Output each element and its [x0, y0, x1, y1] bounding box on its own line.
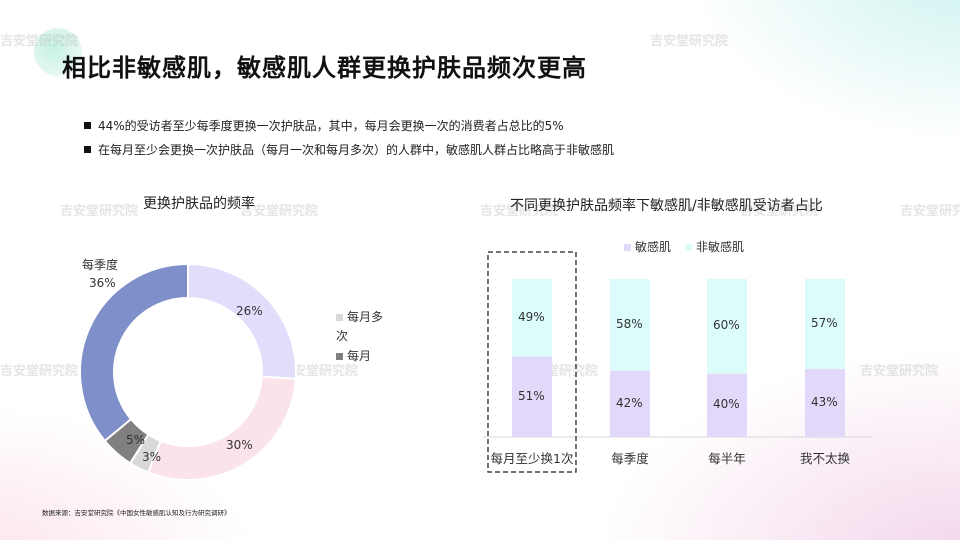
donut-slice: [79, 262, 189, 443]
bar-value-label: 40%: [713, 397, 740, 412]
donut-legend-item: 每月多次: [336, 308, 394, 346]
watermark-text: 吉安堂研究院: [860, 364, 939, 379]
bar-value-label: 51%: [518, 388, 545, 403]
legend-swatch-icon: [685, 244, 692, 251]
legend-label: 每月多次: [336, 310, 384, 343]
watermark-text: 吉安堂研究院: [480, 204, 559, 219]
donut-slice-label: 3%: [142, 450, 162, 464]
bar-legend-item: 敏感肌: [624, 238, 671, 255]
watermark-text: 吉安堂研究院: [0, 34, 79, 49]
watermark-text: 吉安堂研究院: [280, 364, 359, 379]
donut-slice-label: 5%: [126, 433, 146, 447]
bar-segment: [707, 279, 747, 374]
bar-segment: [610, 370, 650, 437]
bar-segment: [805, 369, 845, 437]
legend-label: 每月: [347, 349, 372, 363]
bullet-text: 44%的受访者至少每季度更换一次护肤品，其中，每月会更换一次的消费者占总比的5%: [98, 119, 564, 133]
watermark-text: 吉安堂研究院: [900, 204, 960, 219]
donut-category-label: 每季度: [82, 258, 119, 272]
legend-swatch-icon: [336, 353, 343, 360]
bar-segment: [805, 279, 845, 370]
page-title: 相比非敏感肌，敏感肌人群更换护肤品频次更高: [62, 54, 587, 82]
x-tick-label: 每季度: [611, 451, 649, 466]
watermark-text: 吉安堂研究院: [60, 204, 139, 219]
bar-value-label: 43%: [811, 395, 838, 410]
donut-slice-label: 36%: [89, 276, 116, 290]
x-tick-label: 每月至少换1次: [490, 451, 574, 466]
source-note: 数据来源：吉安堂研究院《中国女性敏感肌认知及行为研究调研》: [42, 509, 231, 517]
legend-swatch-icon: [624, 244, 631, 251]
bar-value-label: 42%: [616, 395, 643, 410]
bar-segment: [512, 279, 552, 357]
donut-slice-label: 26%: [236, 304, 263, 318]
bullet-item: 在每月至少会更换一次护肤品（每月一次和每月多次）的人群中，敏感肌人群占比略高于非…: [84, 141, 614, 165]
watermark-text: 吉安堂研究院: [650, 34, 729, 49]
title-decoration: [34, 28, 82, 76]
bullet-square-icon: [84, 122, 91, 129]
bar-value-label: 57%: [811, 316, 838, 331]
bullet-square-icon: [84, 146, 91, 153]
legend-label: 非敏感肌: [696, 240, 745, 254]
bullet-list: 44%的受访者至少每季度更换一次护肤品，其中，每月会更换一次的消费者占总比的5%…: [84, 117, 614, 165]
watermark-text: 吉安堂研究院: [240, 204, 319, 219]
bar-legend-item: 非敏感肌: [685, 238, 744, 255]
x-tick-label: 每半年: [708, 451, 746, 466]
bar-segment: [707, 373, 747, 437]
highlight-box: [487, 251, 577, 473]
bar-value-label: 49%: [518, 309, 545, 324]
bullet-item: 44%的受访者至少每季度更换一次护肤品，其中，每月会更换一次的消费者占总比的5%: [84, 117, 614, 141]
donut-legend-item: 每月: [336, 347, 394, 366]
bar-chart-title: 不同更换护肤品频率下敏感肌/非敏感肌受访者占比: [510, 198, 823, 214]
bar-segment: [512, 356, 552, 437]
legend-label: 敏感肌: [635, 240, 672, 254]
bar-value-label: 58%: [616, 316, 643, 331]
watermark-text: 吉安堂研究院: [0, 364, 79, 379]
bar-value-label: 60%: [713, 318, 740, 333]
bullet-text: 在每月至少会更换一次护肤品（每月一次和每月多次）的人群中，敏感肌人群占比略高于非…: [98, 143, 615, 157]
x-tick-label: 我不太换: [799, 451, 851, 466]
watermark-text: 吉安堂研究院: [740, 204, 819, 219]
donut-chart-title: 更换护肤品的频率: [143, 196, 255, 212]
legend-swatch-icon: [336, 314, 343, 321]
donut-slice-label: 30%: [226, 438, 253, 452]
bar-segment: [610, 279, 650, 371]
